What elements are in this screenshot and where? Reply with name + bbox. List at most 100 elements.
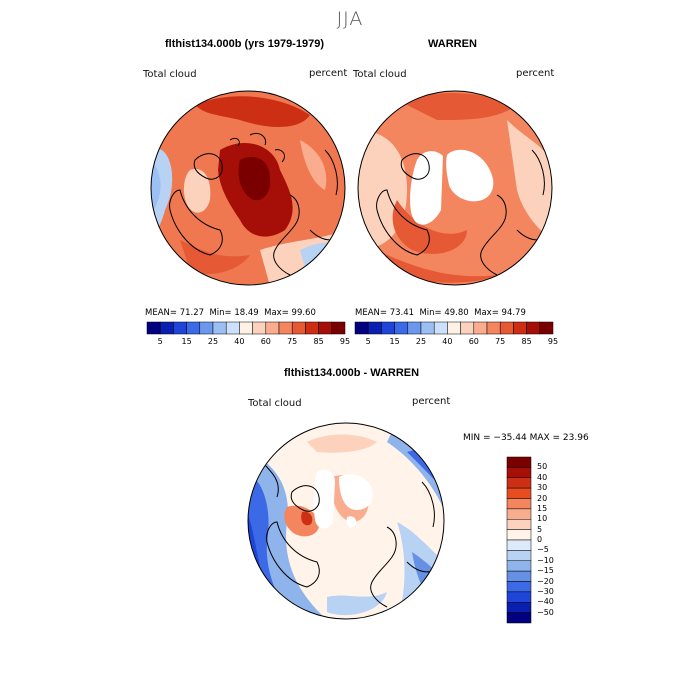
colorbar-swatch xyxy=(447,321,461,335)
colorbar-tick-label: 40 xyxy=(537,472,548,482)
colorbar-swatch xyxy=(506,560,532,572)
panel2-mean-label: MEAN= xyxy=(355,308,387,318)
colorbar-swatch xyxy=(506,477,532,489)
colorbar-swatch xyxy=(433,321,448,335)
colorbar-swatch xyxy=(506,591,532,603)
panel1-colorbar xyxy=(146,321,346,335)
colorbar-tick-label: 40 xyxy=(234,337,245,346)
colorbar-tick-label: −10 xyxy=(537,555,554,565)
colorbar-swatch xyxy=(506,487,532,499)
colorbar-tick-label: 5 xyxy=(365,337,371,346)
panel2-max-value: 94.79 xyxy=(501,308,526,318)
panel2-min-value: 49.80 xyxy=(444,308,469,318)
colorbar-tick-label: 15 xyxy=(537,503,548,513)
panel2-units-label: percent xyxy=(516,68,555,79)
colorbar-swatch xyxy=(506,570,532,582)
colorbar-swatch xyxy=(460,321,475,335)
colorbar-swatch xyxy=(331,321,346,335)
colorbar-tick-label: 5 xyxy=(157,337,163,346)
colorbar-tick-label: −15 xyxy=(537,566,554,576)
colorbar-tick-label: 40 xyxy=(442,337,453,346)
colorbar-tick-label: 60 xyxy=(260,337,271,346)
colorbar-tick-label: 50 xyxy=(537,462,548,472)
colorbar-swatch xyxy=(473,321,488,335)
colorbar-tick-label: 25 xyxy=(415,337,427,346)
colorbar-tick-label: 75 xyxy=(287,337,298,346)
colorbar-swatch xyxy=(506,508,532,520)
panel3-colorbar xyxy=(506,456,532,624)
colorbar-swatch xyxy=(354,321,369,335)
panel1-mean-label: MEAN= xyxy=(145,308,177,318)
colorbar-swatch xyxy=(506,456,532,468)
colorbar-tick-label: −5 xyxy=(537,545,549,555)
panel3-minmax: MIN = −35.44 MAX = 23.96 xyxy=(463,433,589,443)
colorbar-tick-label: −30 xyxy=(537,586,554,596)
colorbar-swatch xyxy=(506,581,532,593)
colorbar-tick-label: 95 xyxy=(339,337,351,346)
colorbar-swatch xyxy=(407,321,422,335)
colorbar-swatch xyxy=(173,321,187,335)
colorbar-swatch xyxy=(506,498,532,510)
colorbar-tick-label: 95 xyxy=(547,337,559,346)
panel1-max-value: 99.60 xyxy=(291,308,316,318)
panel3-colorbar-ticks: 50 40 30 20 15 10 5 0 −5 −10 −15 −20 −30 −40 −50 xyxy=(537,457,577,623)
colorbar-tick-label: 75 xyxy=(495,337,506,346)
colorbar-swatch xyxy=(186,321,201,335)
colorbar-swatch xyxy=(159,321,174,335)
panel1-mean-value: 71.27 xyxy=(179,308,205,318)
panel1-stats: MEAN= 71.27 Min= 18.49 Max= 99.60 xyxy=(145,308,316,318)
figure-season-title: JJA xyxy=(336,8,364,30)
panel2-min-label: Min= xyxy=(419,308,442,318)
colorbar-tick-label: 85 xyxy=(313,337,324,346)
colorbar-tick-label: 60 xyxy=(468,337,479,346)
panel1-min-value: 18.49 xyxy=(234,308,259,318)
colorbar-swatch xyxy=(506,612,532,624)
colorbar-swatch xyxy=(499,321,514,335)
colorbar-swatch xyxy=(506,519,532,530)
colorbar-swatch xyxy=(212,321,227,335)
colorbar-tick-label: 0 xyxy=(537,535,543,544)
panel2-colorbar-ticks: 5 15 25 40 60 75 85 95 xyxy=(355,337,558,349)
colorbar-tick-label: 15 xyxy=(389,337,400,346)
panel2-stats: MEAN= 73.41 Min= 49.80 Max= 94.79 xyxy=(355,308,526,318)
colorbar-swatch xyxy=(506,550,532,561)
colorbar-swatch xyxy=(146,321,161,335)
colorbar-tick-label: 85 xyxy=(521,337,532,346)
panel2-max-label: Max= xyxy=(474,308,499,318)
colorbar-tick-label: −20 xyxy=(537,576,554,586)
colorbar-swatch xyxy=(506,467,532,478)
colorbar-tick-label: 30 xyxy=(537,483,548,493)
colorbar-swatch xyxy=(539,321,554,335)
colorbar-swatch xyxy=(506,529,532,541)
panel2-title: WARREN xyxy=(428,38,477,50)
panel3-variable-label: Total cloud xyxy=(248,398,302,409)
panel1-colorbar-ticks: 5 15 25 40 60 75 85 95 xyxy=(147,337,350,349)
panel1-variable-label: Total cloud xyxy=(143,69,197,80)
colorbar-swatch xyxy=(367,321,382,335)
colorbar-swatch xyxy=(506,602,532,613)
colorbar-swatch xyxy=(265,321,280,335)
panel1-units-label: percent xyxy=(309,68,348,79)
colorbar-swatch xyxy=(291,321,306,335)
panel1-polar-map xyxy=(150,90,346,286)
colorbar-swatch xyxy=(199,321,214,335)
colorbar-swatch xyxy=(278,321,293,335)
colorbar-swatch xyxy=(381,321,395,335)
panel2-colorbar xyxy=(354,321,554,335)
colorbar-swatch xyxy=(513,321,527,335)
panel3-title: flthist134.000b - WARREN xyxy=(284,367,420,379)
colorbar-tick-label: 25 xyxy=(207,337,219,346)
colorbar-swatch xyxy=(252,321,267,335)
colorbar-swatch xyxy=(394,321,409,335)
panel1-title: flthist134.000b (yrs 1979-1979) xyxy=(165,38,324,50)
colorbar-swatch xyxy=(420,321,435,335)
panel2-variable-label: Total cloud xyxy=(353,69,407,80)
colorbar-swatch xyxy=(225,321,240,335)
panel1-min-label: Min= xyxy=(209,308,232,318)
colorbar-tick-label: 20 xyxy=(537,493,548,503)
panel3-polar-map xyxy=(247,422,445,620)
colorbar-tick-label: −40 xyxy=(537,597,554,607)
colorbar-tick-label: 15 xyxy=(181,337,192,346)
colorbar-swatch xyxy=(526,321,541,335)
colorbar-swatch xyxy=(239,321,253,335)
